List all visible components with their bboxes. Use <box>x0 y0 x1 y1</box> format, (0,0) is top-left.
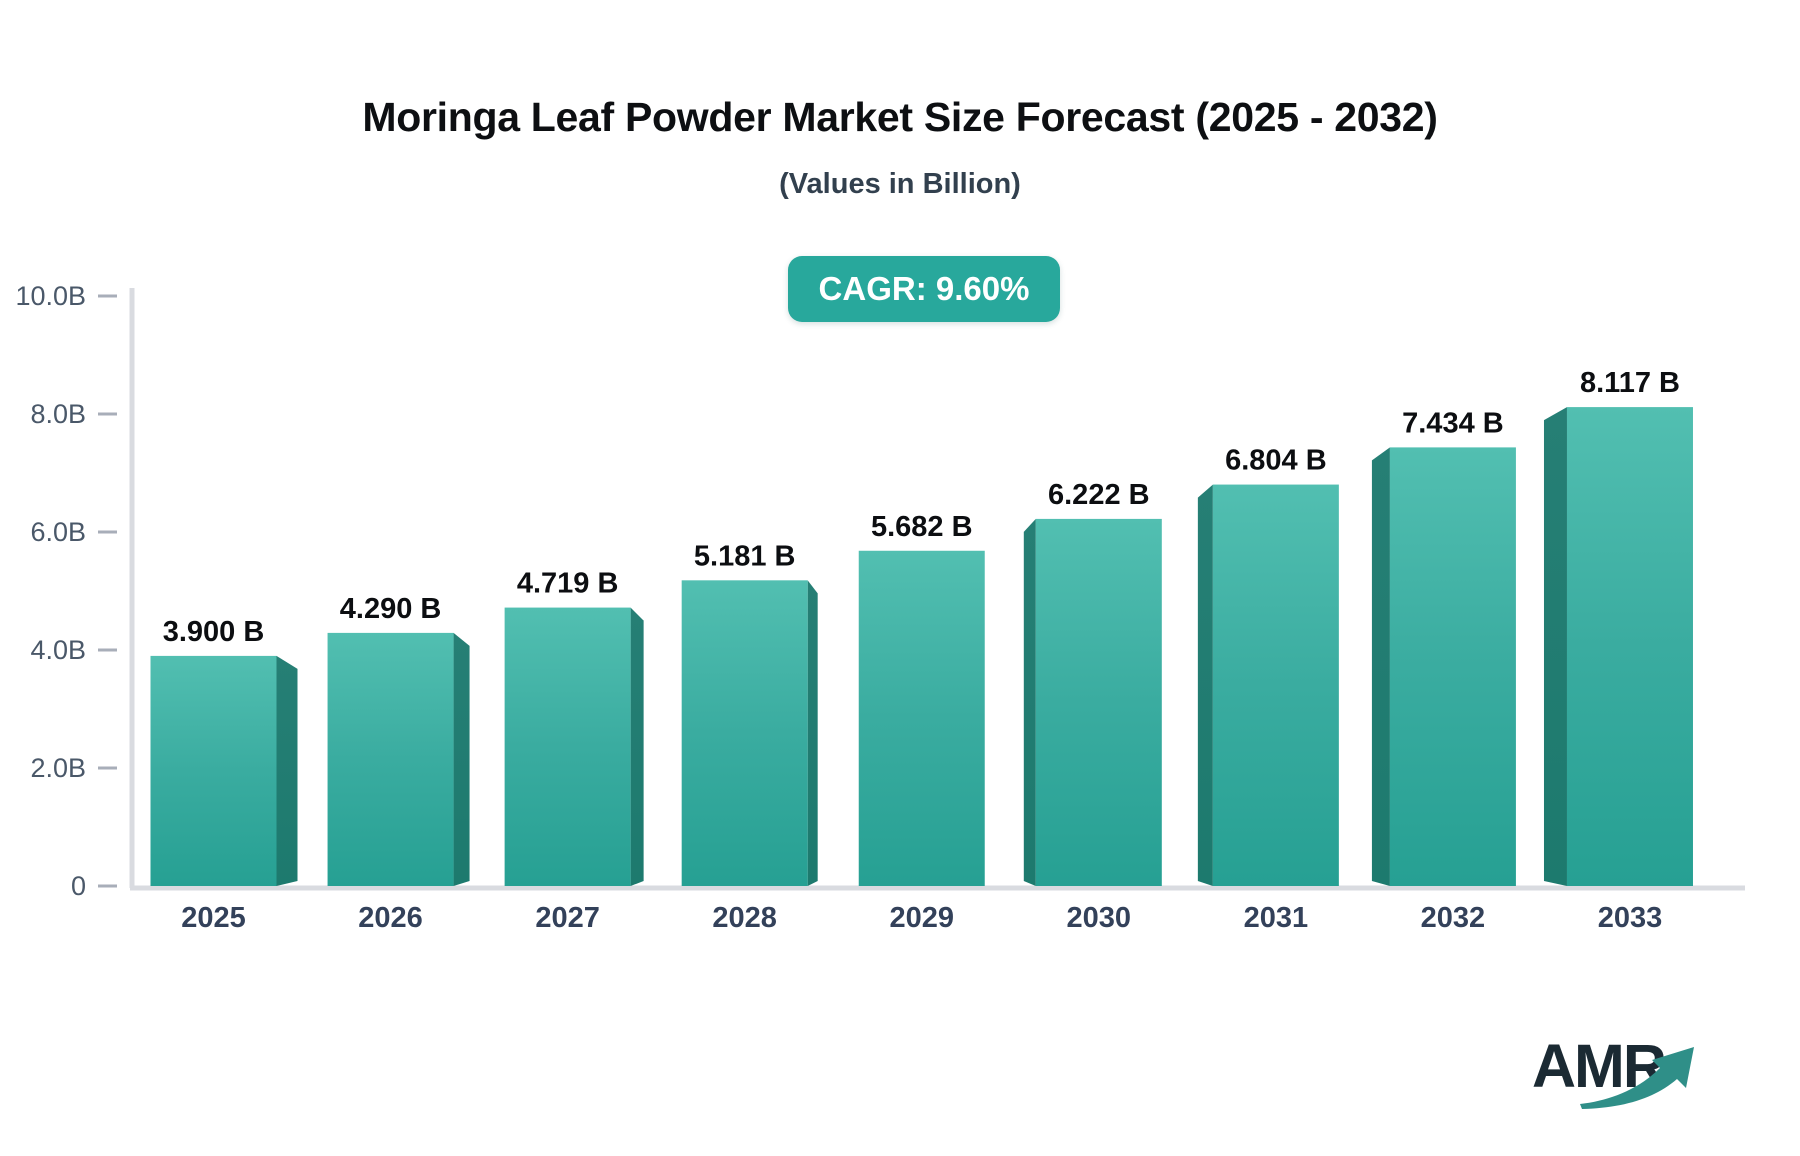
bar-side-face <box>453 632 470 886</box>
bar-2031: 6.804 B 2031 <box>1197 445 1339 934</box>
x-axis-label: 2029 <box>889 902 954 934</box>
bar-front-face <box>1035 518 1162 886</box>
x-axis-label: 2027 <box>535 902 600 934</box>
x-axis-label: 2033 <box>1598 902 1663 934</box>
bar-value-label: 7.434 B <box>1402 407 1504 439</box>
growth-arrow-icon <box>1580 1047 1694 1109</box>
bar-side-face <box>1543 407 1567 886</box>
y-tick-label: 6.0B <box>30 517 86 547</box>
y-tick-label: 10.0B <box>15 281 86 311</box>
bar-side-face <box>1197 484 1213 886</box>
bar-2025: 3.900 B 2025 <box>150 616 298 934</box>
y-tick-label: 2.0B <box>30 753 86 783</box>
bar-front-face <box>1212 484 1339 886</box>
page-subtitle: (Values in Billion) <box>779 168 1021 200</box>
bar-side-face <box>1371 447 1390 886</box>
bar-front-face <box>858 550 985 886</box>
y-tick-label: 4.0B <box>30 635 86 665</box>
x-axis-label: 2028 <box>712 902 777 934</box>
bar-front-face <box>1566 407 1693 886</box>
bar-front-face <box>681 580 808 886</box>
bar-value-label: 3.900 B <box>163 616 265 648</box>
x-axis-label: 2025 <box>181 902 246 934</box>
x-axis-label: 2026 <box>358 902 423 934</box>
y-tick-label: 0 <box>71 871 86 901</box>
x-axis-label: 2032 <box>1421 902 1486 934</box>
bar-side-face <box>1023 518 1036 886</box>
bar-2033: 8.117 B 2033 <box>1543 367 1693 934</box>
bar-2032: 7.434 B 2032 <box>1371 407 1516 934</box>
bar-value-label: 4.290 B <box>340 593 442 625</box>
cagr-badge: CAGR: 9.60% <box>788 256 1060 322</box>
bar-2027: 4.719 B 2027 <box>504 568 644 934</box>
bar-front-face <box>1389 447 1516 886</box>
bar-front-face <box>327 632 454 886</box>
amr-logo: AMR <box>1532 1036 1732 1122</box>
bar-side-face <box>630 607 644 886</box>
x-axis-label: 2030 <box>1067 902 1132 934</box>
bar-side-face <box>276 655 298 886</box>
bar-value-label: 5.181 B <box>694 540 796 572</box>
page-title: Moringa Leaf Powder Market Size Forecast… <box>362 94 1438 140</box>
bar-side-face <box>807 580 818 886</box>
bar-value-label: 6.222 B <box>1048 479 1150 511</box>
bar-front-face <box>504 607 631 886</box>
x-axis-label: 2031 <box>1244 902 1309 934</box>
bar-value-label: 6.804 B <box>1225 445 1327 477</box>
bar-2030: 6.222 B 2030 <box>1023 479 1162 934</box>
bar-front-face <box>150 655 277 886</box>
bar-2029: 5.682 B 2029 <box>858 511 985 934</box>
bar-2028: 5.181 B 2028 <box>681 540 818 934</box>
bar-value-label: 8.117 B <box>1580 367 1680 399</box>
bar-value-label: 4.719 B <box>517 568 619 600</box>
growth-arrow-path <box>1580 1047 1694 1109</box>
bar-2026: 4.290 B 2026 <box>327 593 470 934</box>
y-tick-label: 8.0B <box>30 399 86 429</box>
bar-value-label: 5.682 B <box>871 511 973 543</box>
